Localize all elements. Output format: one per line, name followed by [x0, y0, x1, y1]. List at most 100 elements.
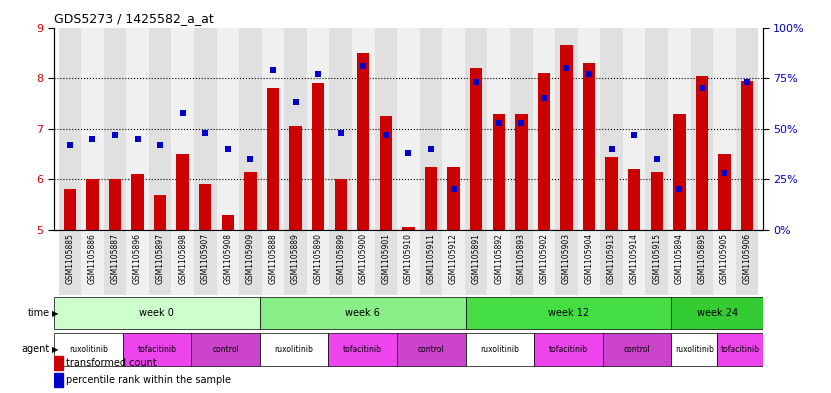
Bar	[267, 88, 279, 230]
Bar	[442, 28, 465, 230]
Text: GSM1105891: GSM1105891	[472, 233, 480, 284]
Text: GSM1105888: GSM1105888	[268, 233, 278, 284]
Text: tofacitinib: tofacitinib	[549, 345, 588, 354]
Point	[131, 136, 145, 142]
Text: week 0: week 0	[140, 308, 175, 318]
Text: GSM1105904: GSM1105904	[584, 233, 593, 285]
Bar	[171, 230, 194, 295]
Text: transformed count: transformed count	[66, 358, 157, 368]
Text: tofacitinib: tofacitinib	[137, 345, 176, 354]
Bar	[578, 230, 600, 295]
Bar	[329, 230, 352, 295]
Point	[356, 63, 370, 69]
Bar	[718, 154, 730, 230]
Text: GSM1105905: GSM1105905	[720, 233, 729, 285]
Bar	[488, 230, 510, 295]
Point	[514, 119, 528, 126]
Bar	[493, 114, 505, 230]
Bar	[691, 28, 713, 230]
Bar	[533, 230, 555, 295]
Bar	[713, 230, 735, 295]
Point	[402, 150, 416, 156]
Text: GSM1105903: GSM1105903	[562, 233, 571, 285]
Bar	[397, 28, 420, 230]
Text: GSM1105914: GSM1105914	[630, 233, 639, 284]
Text: control: control	[624, 345, 651, 354]
Bar	[123, 333, 191, 365]
Bar	[335, 179, 347, 230]
Bar	[352, 230, 375, 295]
Bar	[397, 333, 465, 365]
Bar	[600, 28, 623, 230]
Point	[447, 186, 460, 193]
Text: GSM1105898: GSM1105898	[178, 233, 187, 284]
Bar	[606, 156, 617, 230]
Bar	[646, 28, 668, 230]
Bar	[194, 28, 217, 230]
Bar	[515, 114, 528, 230]
Text: GSM1105909: GSM1105909	[246, 233, 255, 285]
Bar	[307, 28, 329, 230]
Bar	[329, 28, 352, 230]
Bar	[717, 333, 763, 365]
Text: GSM1105913: GSM1105913	[607, 233, 616, 284]
Bar	[375, 230, 397, 295]
Bar	[425, 167, 437, 230]
Bar	[578, 28, 600, 230]
Bar	[81, 230, 104, 295]
Text: week 12: week 12	[548, 308, 589, 318]
Bar	[154, 195, 166, 230]
Bar	[623, 230, 646, 295]
Bar	[671, 333, 717, 365]
Text: GSM1105899: GSM1105899	[337, 233, 345, 284]
Text: GDS5273 / 1425582_a_at: GDS5273 / 1425582_a_at	[54, 12, 214, 25]
Bar	[673, 114, 686, 230]
Text: GSM1105911: GSM1105911	[426, 233, 435, 284]
Bar	[239, 28, 262, 230]
Bar	[307, 230, 329, 295]
Bar	[534, 333, 602, 365]
Bar	[465, 333, 534, 365]
Text: GSM1105890: GSM1105890	[313, 233, 322, 284]
Text: GSM1105894: GSM1105894	[675, 233, 684, 284]
Point	[560, 65, 573, 71]
Bar	[420, 28, 442, 230]
Text: ruxolitinib: ruxolitinib	[275, 345, 313, 354]
Bar	[668, 28, 691, 230]
Bar	[357, 53, 370, 230]
Bar	[560, 45, 573, 230]
Text: control: control	[418, 345, 445, 354]
Point	[537, 95, 550, 101]
Text: ruxolitinib: ruxolitinib	[480, 345, 519, 354]
Point	[627, 132, 641, 138]
Bar	[54, 356, 62, 370]
Text: GSM1105907: GSM1105907	[201, 233, 209, 285]
Bar	[488, 28, 510, 230]
Bar	[447, 167, 460, 230]
Bar	[671, 297, 763, 329]
Point	[379, 132, 392, 138]
Point	[86, 136, 99, 142]
Bar	[239, 230, 262, 295]
Text: GSM1105900: GSM1105900	[359, 233, 368, 285]
Bar	[510, 230, 533, 295]
Bar	[64, 189, 76, 230]
Bar	[555, 28, 578, 230]
Point	[176, 109, 189, 116]
Text: GSM1105893: GSM1105893	[517, 233, 526, 284]
Text: time: time	[27, 308, 50, 318]
Bar	[600, 230, 623, 295]
Bar	[380, 116, 392, 230]
Text: GSM1105908: GSM1105908	[224, 233, 233, 284]
Bar	[81, 28, 104, 230]
Bar	[217, 28, 239, 230]
Bar	[375, 28, 397, 230]
Bar	[171, 28, 194, 230]
Bar	[176, 154, 189, 230]
Text: ▶: ▶	[52, 309, 58, 318]
Text: GSM1105915: GSM1105915	[652, 233, 661, 284]
Text: tofacitinib: tofacitinib	[720, 345, 760, 354]
Point	[221, 146, 234, 152]
Bar	[465, 28, 488, 230]
Bar	[222, 215, 234, 230]
